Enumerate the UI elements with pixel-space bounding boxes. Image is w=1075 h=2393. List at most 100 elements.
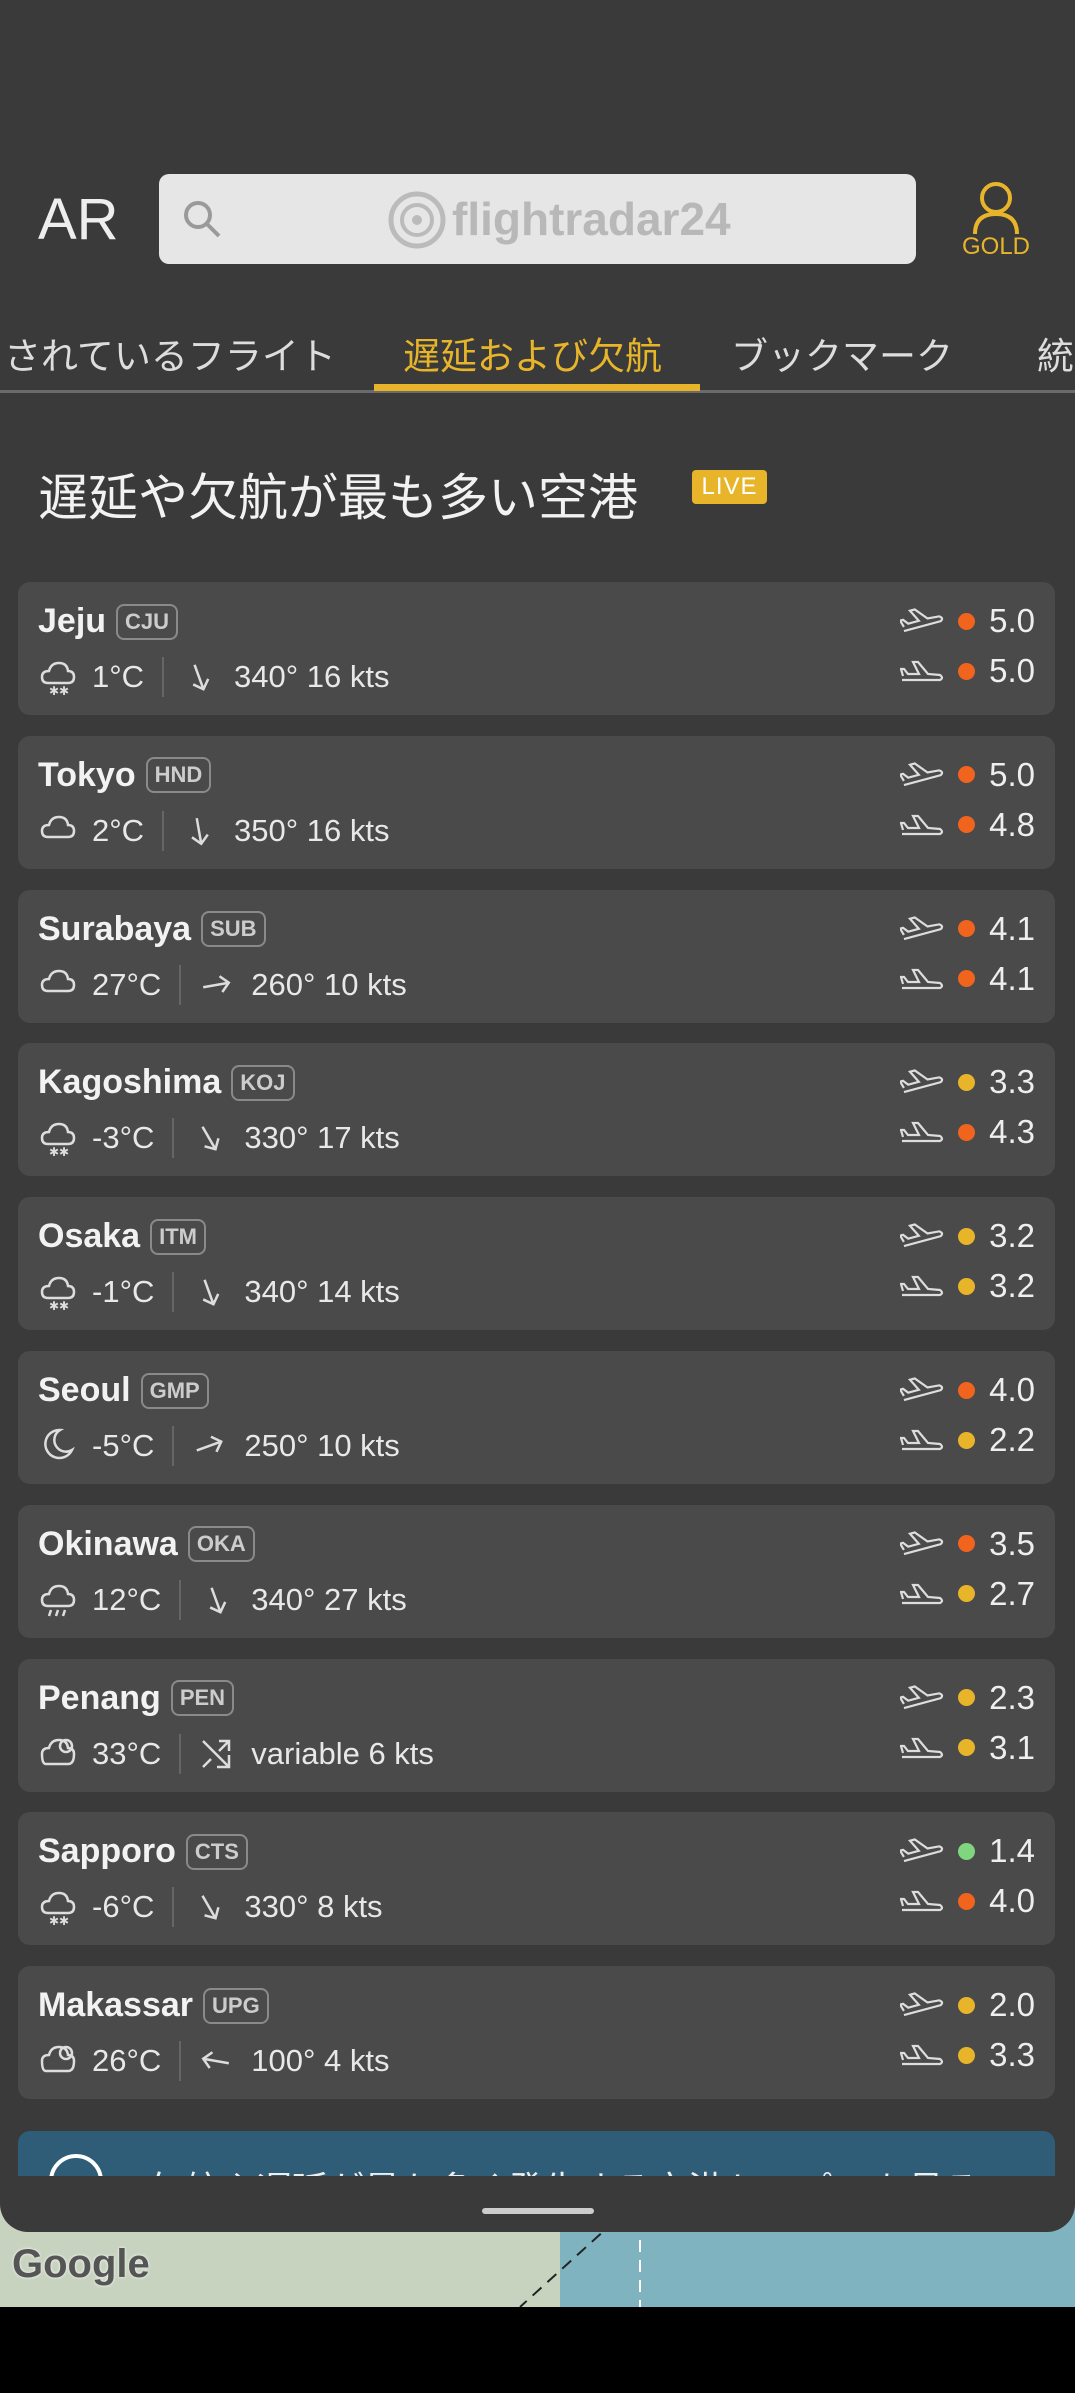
airport-name: Sapporo: [38, 1832, 176, 1871]
airport-card[interactable]: Makassar UPG 26°C 100° 4 kts 2.0 3.3: [18, 1966, 1055, 2100]
temperature: -3°C: [92, 1120, 155, 1156]
arrival-row: 2.2: [900, 1421, 1035, 1459]
arrival-index: 2.7: [989, 1574, 1035, 1612]
airport-card[interactable]: Surabaya SUB 27°C 260° 10 kts 4.1 4.1: [18, 889, 1055, 1023]
sheet-handle[interactable]: [482, 2208, 594, 2214]
svg-text:✱✱: ✱✱: [49, 1299, 69, 1312]
arrival-row: 5.0: [900, 652, 1035, 690]
arrival-icon: [900, 814, 944, 835]
temperature: 27°C: [92, 966, 162, 1002]
departure-icon: [900, 1069, 944, 1094]
weather-row: 26°C 100° 4 kts: [40, 2039, 389, 2083]
section-title: 遅延や欠航が最も多い空港: [38, 470, 638, 526]
airport-name: Penang: [38, 1678, 161, 1717]
tab[interactable]: されているフライト: [4, 336, 336, 377]
airport-name-row: Jeju CJU: [38, 602, 179, 641]
airport-card[interactable]: Tokyo HND 2°C 350° 16 kts 5.0 4.8: [18, 735, 1055, 869]
tab[interactable]: 遅延および欠航: [403, 336, 662, 377]
airport-code: CJU: [116, 603, 179, 640]
wind-icon: [191, 817, 209, 846]
divider: [179, 2041, 182, 2082]
map-attribution: Google: [12, 2242, 150, 2286]
divider: [172, 1426, 175, 1466]
status-dot: [958, 970, 976, 988]
ar-button[interactable]: AR: [38, 187, 119, 252]
banner[interactable]: 欠航や遅延が最も多く発生する空港トップ10を見る: [18, 2131, 1055, 2176]
weather-row: ✱✱ -3°C 330° 17 kts: [40, 1116, 400, 1160]
wind-icon: [201, 1895, 220, 1921]
airport-name: Makassar: [38, 1986, 194, 2025]
airport-code: UPG: [203, 1987, 269, 2024]
airport-card[interactable]: Kagoshima KOJ ✱✱ -3°C 330° 17 kts 3.3 4.3: [18, 1043, 1055, 1177]
account-icon[interactable]: [972, 180, 1020, 236]
weather-row: ✱✱ 1°C 340° 16 kts: [40, 655, 389, 699]
airport-code: PEN: [170, 1680, 235, 1717]
weather-icon: ✱✱: [40, 1276, 76, 1312]
status-dot: [958, 766, 976, 784]
airport-card[interactable]: Penang PEN 33°C variable 6 kts 2.3 3.1: [18, 1658, 1055, 1792]
arrival-icon: [900, 1276, 944, 1297]
arrival-row: 4.1: [900, 960, 1035, 998]
airport-card[interactable]: Osaka ITM ✱✱ -1°C 340° 14 kts 3.2 3.2: [18, 1197, 1055, 1331]
status-dot: [958, 1277, 976, 1295]
airport-card[interactable]: Jeju CJU ✱✱ 1°C 340° 16 kts 5.0 5.0: [18, 582, 1055, 715]
search-box[interactable]: flightradar24: [159, 174, 916, 264]
temperature: 33°C: [92, 1735, 162, 1771]
status-dot: [958, 1123, 976, 1141]
arrival-index: 3.1: [989, 1728, 1035, 1766]
arrival-icon: [900, 1583, 944, 1604]
weather-row: 2°C 350° 16 kts: [40, 809, 389, 853]
status-dot: [958, 612, 976, 630]
search-icon: [184, 201, 221, 238]
temperature: 26°C: [92, 2043, 162, 2079]
arrival-icon: [900, 660, 944, 682]
airport-code: GMP: [140, 1372, 209, 1409]
weather-icon: [44, 1428, 75, 1460]
wind-icon: [203, 974, 231, 993]
departure-row: 5.0: [900, 756, 1035, 794]
wind-icon: [201, 2051, 230, 2069]
wind-icon: [196, 1435, 224, 1453]
departure-icon: [900, 1684, 944, 1709]
weather-row: 27°C 260° 10 kts: [40, 963, 407, 1007]
status-dot: [958, 816, 976, 834]
tab[interactable]: 統: [1037, 336, 1074, 377]
airport-card[interactable]: Sapporo CTS ✱✱ -6°C 330° 8 kts 1.4 4.0: [18, 1812, 1055, 1946]
arrival-row: 4.3: [900, 1113, 1035, 1151]
arrival-index: 4.3: [989, 1113, 1035, 1151]
departure-icon: [900, 762, 944, 786]
arrival-row: 2.7: [900, 1575, 1035, 1613]
airport-name-row: Tokyo HND: [38, 756, 212, 795]
divider: [179, 964, 182, 1005]
airport-code: HND: [145, 757, 212, 794]
status-dot: [958, 1227, 976, 1245]
departure-row: 2.3: [900, 1679, 1035, 1717]
airport-card[interactable]: Okinawa OKA 12°C 340° 27 kts 3.5 2.7: [18, 1504, 1055, 1638]
arrival-index: 2.2: [989, 1421, 1035, 1458]
airport-name-row: Osaka ITM: [38, 1217, 206, 1256]
wind: 340° 16 kts: [234, 659, 390, 694]
temperature: -1°C: [92, 1274, 155, 1310]
wind: 340° 14 kts: [244, 1274, 400, 1310]
tab[interactable]: ブックマーク: [731, 336, 953, 377]
airport-name: Seoul: [38, 1371, 131, 1409]
airport-card[interactable]: Seoul GMP -5°C 250° 10 kts 4.0 2.2: [18, 1351, 1055, 1484]
arrival-index: 5.0: [989, 652, 1035, 689]
wind: 260° 10 kts: [251, 966, 407, 1002]
weather-row: -5°C 250° 10 kts: [40, 1424, 400, 1468]
divider: [179, 1579, 182, 1620]
live-badge: LIVE: [692, 470, 767, 504]
departure-index: 1.4: [989, 1832, 1035, 1870]
divider: [179, 1733, 182, 1774]
status-dot: [958, 1585, 976, 1603]
airport-name-row: Sapporo CTS: [38, 1832, 248, 1871]
weather-icon: [40, 815, 76, 839]
wind: 330° 17 kts: [244, 1120, 400, 1156]
banner-text: 欠航や遅延が最も多く発生する空港トップ10を見る: [148, 2161, 980, 2176]
weather-row: 33°C variable 6 kts: [40, 1732, 434, 1776]
departure-index: 5.0: [989, 602, 1035, 639]
airport-name: Osaka: [38, 1217, 141, 1256]
departure-icon: [900, 1377, 944, 1402]
arrival-icon: [900, 968, 944, 989]
sheet-content: AR flightradar24 GOLD 遅延や欠航が最も多い空港 LIVE …: [0, 174, 1075, 2176]
